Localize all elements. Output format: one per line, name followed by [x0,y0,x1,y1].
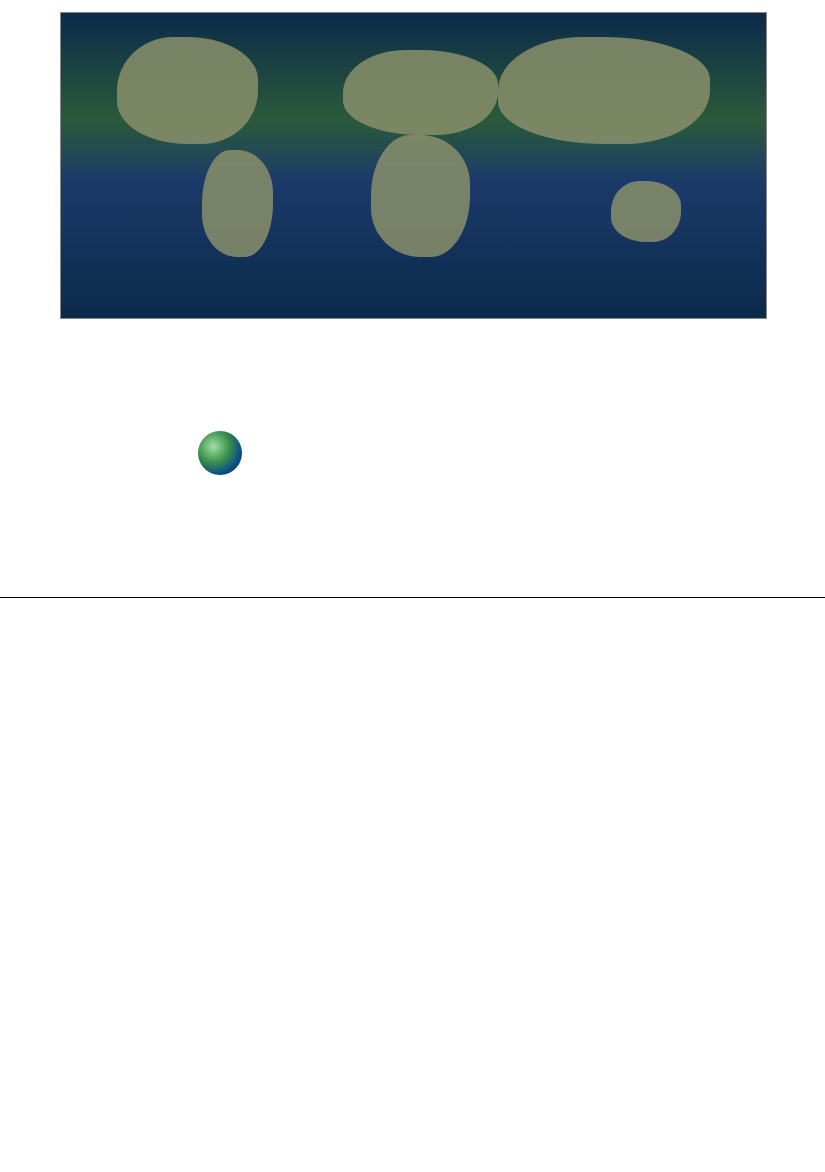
earth-icon [198,431,242,475]
figure-11-gps-orbits [80,333,360,573]
page-number [60,598,765,608]
figure-10-geosar-map [60,12,767,319]
